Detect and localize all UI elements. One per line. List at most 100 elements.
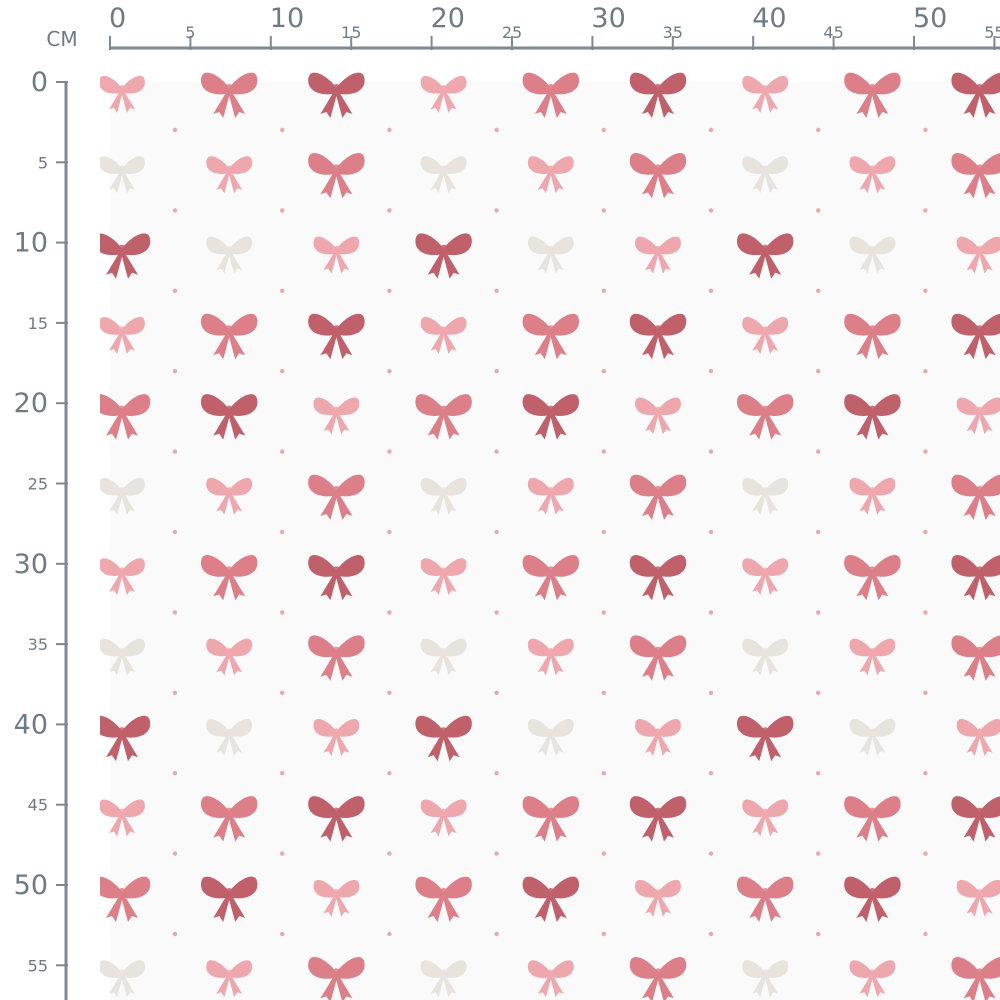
dot [923, 771, 928, 776]
y-ruler-label: 5 [38, 153, 48, 172]
dot [387, 208, 392, 213]
y-ruler-label: 15 [28, 314, 48, 333]
dot [280, 208, 285, 213]
dot [172, 127, 178, 133]
x-ruler-label: 10 [270, 3, 304, 34]
dot [172, 771, 178, 776]
dot [280, 529, 285, 535]
dot [601, 931, 606, 937]
x-ruler-label: 30 [591, 3, 625, 34]
left-ruler-bg [0, 0, 100, 1000]
dot [816, 771, 821, 776]
dot [601, 610, 606, 615]
dot [280, 771, 285, 776]
dot [923, 851, 928, 856]
dot [280, 288, 285, 293]
dot [172, 610, 178, 615]
x-ruler-label: 20 [431, 3, 465, 34]
dot [172, 529, 178, 535]
dot [816, 369, 821, 374]
dot [387, 931, 392, 937]
dot [816, 610, 821, 615]
dot [494, 690, 499, 695]
unit-label: CM [46, 27, 77, 51]
dot [923, 931, 928, 937]
dot [601, 208, 606, 213]
y-ruler-label: 10 [14, 228, 48, 259]
dot [387, 851, 392, 856]
dot [708, 369, 714, 374]
dot [708, 208, 714, 213]
dot [816, 931, 821, 937]
dot [601, 127, 606, 133]
dot [708, 771, 714, 776]
x-ruler-label: 50 [913, 3, 947, 34]
dot [280, 449, 285, 454]
dot [816, 851, 821, 856]
fabric-area [110, 82, 1000, 1000]
dot [708, 610, 714, 615]
dot [601, 771, 606, 776]
dot [494, 529, 499, 535]
dot [387, 690, 392, 695]
dot [816, 449, 821, 454]
dot [172, 449, 178, 454]
dot [172, 851, 178, 856]
y-ruler-label: 45 [28, 796, 48, 815]
x-ruler-label: 35 [663, 23, 683, 42]
x-ruler-label: 5 [185, 23, 195, 42]
dot [387, 449, 392, 454]
dot [387, 529, 392, 535]
dot [387, 610, 392, 615]
bow-pattern [93, 72, 1000, 1000]
dot [280, 931, 285, 937]
y-ruler-label: 30 [14, 549, 48, 580]
dot [280, 610, 285, 615]
dot [923, 369, 928, 374]
dot [172, 931, 178, 937]
dot [816, 127, 821, 133]
dot [708, 851, 714, 856]
dot [708, 690, 714, 695]
y-ruler-label: 25 [28, 475, 48, 494]
dot [923, 288, 928, 293]
dot [494, 369, 499, 374]
x-ruler-label: 0 [109, 3, 126, 34]
dot [601, 449, 606, 454]
dot [387, 771, 392, 776]
dot [172, 288, 178, 293]
dot [923, 449, 928, 454]
dot [172, 208, 178, 213]
dot [494, 931, 499, 937]
dot [172, 690, 178, 695]
dot [923, 529, 928, 535]
dot [280, 851, 285, 856]
dot [708, 127, 714, 133]
dot [708, 529, 714, 535]
top-ruler-bg [0, 0, 1000, 64]
dot [601, 529, 606, 535]
dot [923, 127, 928, 133]
dot [387, 369, 392, 374]
dot [280, 690, 285, 695]
dot [816, 208, 821, 213]
dot [494, 449, 499, 454]
dot [816, 288, 821, 293]
dot [280, 369, 285, 374]
dot [708, 288, 714, 293]
dot [494, 851, 499, 856]
dot [172, 369, 178, 374]
dot [708, 931, 714, 937]
dot [494, 610, 499, 615]
dot [601, 369, 606, 374]
y-ruler-label: 20 [14, 388, 48, 419]
ruler-ticks: 0 5 10 15 20 25 30 35 40 45 50 55 0 5 10 15 20 25 30 35 40 45… [14, 3, 1000, 975]
x-ruler-label: 25 [502, 23, 522, 42]
x-ruler-label: 45 [823, 23, 843, 42]
dot [280, 127, 285, 133]
dot [708, 449, 714, 454]
dot [601, 690, 606, 695]
dot [923, 610, 928, 615]
dot [494, 288, 499, 293]
